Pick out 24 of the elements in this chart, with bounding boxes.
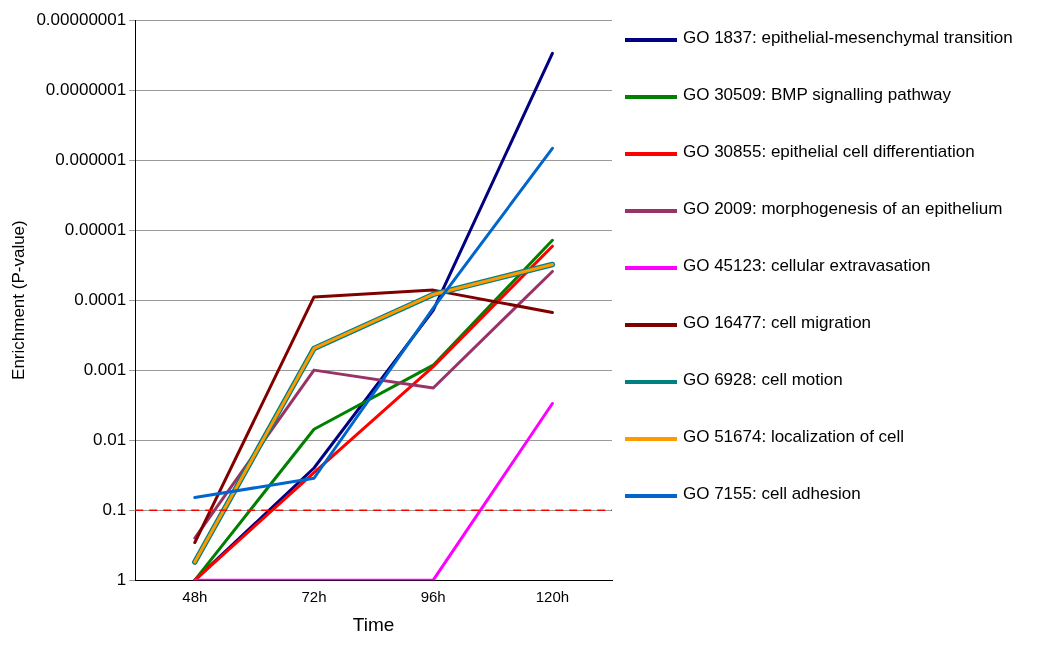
legend-label: GO 1837: epithelial-mesenchymal transition <box>683 28 1013 48</box>
y-axis-title: Enrichment (P-value) <box>8 220 28 380</box>
y-tick-label: 0.00000001 <box>36 9 127 29</box>
y-tick-label: 0.00001 <box>64 219 127 239</box>
y-tick-label: 0.01 <box>93 429 127 449</box>
legend-label: GO 2009: morphogenesis of an epithelium <box>683 199 1003 219</box>
y-tick-label: 0.0000001 <box>45 79 127 99</box>
y-tick-label: 1 <box>116 569 127 589</box>
legend-label: GO 45123: cellular extravasation <box>683 256 931 276</box>
x-tick-label: 120h <box>535 588 570 606</box>
x-tick-label: 96h <box>420 588 446 606</box>
legend-label: GO 6928: cell motion <box>683 370 843 390</box>
legend-label: GO 16477: cell migration <box>683 313 872 333</box>
x-tick-label: 72h <box>301 588 327 606</box>
y-tick-label: 0.0001 <box>74 289 127 309</box>
x-axis-title: Time <box>352 613 395 635</box>
legend-label: GO 7155: cell adhesion <box>683 484 861 504</box>
legend-label: GO 30855: epithelial cell differentiation <box>683 142 975 162</box>
y-tick-label: 0.000001 <box>55 149 127 169</box>
x-tick-label: 48h <box>182 588 208 606</box>
legend-label: GO 30509: BMP signalling pathway <box>683 85 952 105</box>
legend-label: GO 51674: localization of cell <box>683 427 905 447</box>
y-tick-label: 0.1 <box>102 499 127 519</box>
y-tick-label: 0.001 <box>83 359 127 379</box>
